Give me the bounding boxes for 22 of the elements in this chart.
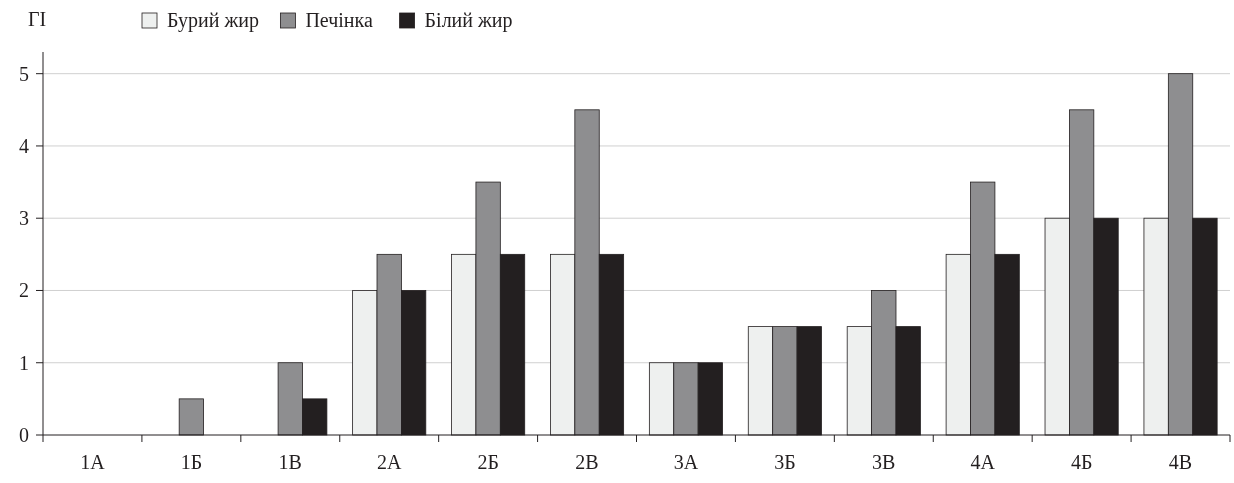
- x-tick-label: 2А: [376, 451, 402, 473]
- x-tick-label: 3В: [872, 451, 896, 473]
- x-tick-label: 4А: [970, 451, 996, 473]
- x-tick-label: 3Б: [774, 451, 796, 473]
- x-tick-label: 4В: [1168, 451, 1193, 473]
- x-tick-label: 4Б: [1070, 451, 1093, 473]
- legend-label: Печінка: [305, 9, 373, 31]
- y-tick-label: 1: [19, 351, 29, 374]
- x-tick-label: 2Б: [477, 451, 499, 473]
- y-tick-label: 0: [19, 424, 29, 446]
- x-tick-label: 1А: [80, 451, 106, 473]
- legend-label: Бурий жир: [167, 9, 259, 32]
- y-tick-label: 2: [19, 279, 29, 302]
- x-tick-label: 3А: [673, 451, 699, 473]
- legend-label: Білий жир: [424, 9, 513, 32]
- y-tick-label: 3: [19, 207, 29, 230]
- y-tick-label: 5: [19, 62, 29, 85]
- y-tick-label: 4: [19, 134, 29, 157]
- x-tick-label: 1В: [278, 451, 302, 473]
- x-tick-label: 1Б: [180, 451, 203, 473]
- x-tick-label: 2В: [575, 451, 599, 473]
- y-axis-title: ГІ: [28, 8, 47, 30]
